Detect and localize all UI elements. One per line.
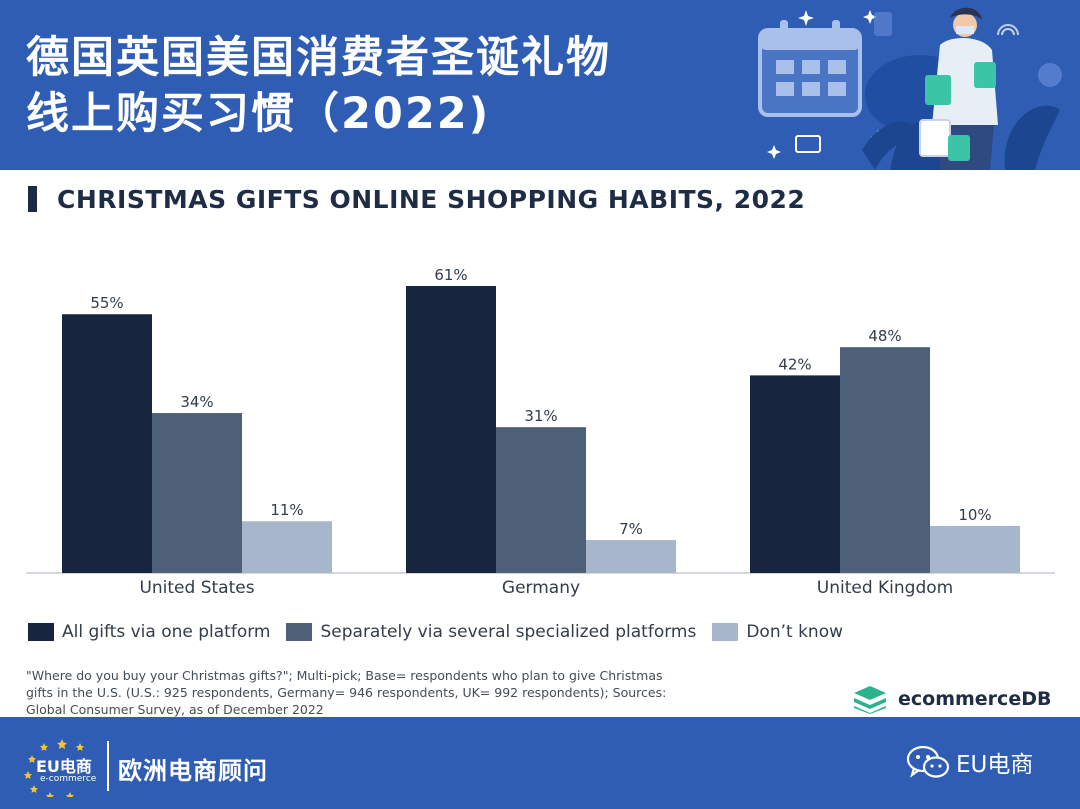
- bar-united-states-series-3: [242, 521, 332, 573]
- bar-united-kingdom-series-3: [930, 525, 1020, 573]
- chart-title: CHRISTMAS GIFTS ONLINE SHOPPING HABITS, …: [57, 184, 806, 214]
- legend-swatch-one-platform: [28, 623, 54, 641]
- legend-item-one-platform: All gifts via one platform: [28, 622, 270, 642]
- data-label-united-states-series-1: 55%: [90, 294, 123, 312]
- footer-brand-main: EU电商: [36, 757, 92, 776]
- category-label-united-states: United States: [139, 578, 254, 598]
- data-label-united-kingdom-series-1: 42%: [778, 355, 811, 373]
- legend-swatch-dont-know: [712, 623, 739, 641]
- bar-united-states-series-1: [62, 314, 152, 573]
- data-label-united-states-series-2: 34%: [180, 393, 213, 411]
- data-label-united-states-series-3: 11%: [270, 501, 303, 519]
- chart-title-block: CHRISTMAS GIFTS ONLINE SHOPPING HABITS, …: [28, 183, 805, 215]
- legend-item-several-platforms: Separately via several specialized platf…: [286, 622, 696, 642]
- chart-legend: All gifts via one platform Separately vi…: [28, 622, 859, 642]
- legend-item-dont-know: Don’t know: [712, 622, 843, 642]
- eu-stars-icon: [24, 739, 84, 797]
- ecommercedb-logo-text: ecommerceDB: [898, 688, 1052, 710]
- footer-bar: EU电商 e-commerce 欧洲电商顾问 EU电商: [0, 717, 1080, 809]
- data-label-germany-series-1: 61%: [434, 266, 467, 284]
- footer-name: 欧洲电商顾问: [118, 757, 268, 785]
- banner-title: 德国英国美国消费者圣诞礼物 线上购买习惯（2022): [26, 30, 746, 142]
- data-label-united-kingdom-series-3: 10%: [958, 506, 991, 524]
- header-banner: 德国英国美国消费者圣诞礼物 线上购买习惯（2022): [0, 0, 1080, 170]
- bar-germany-series-3: [586, 540, 676, 573]
- legend-swatch-several-platforms: [286, 623, 313, 641]
- ecommercedb-logo: ecommerceDB: [852, 684, 1051, 714]
- footer-divider: [107, 741, 109, 791]
- legend-label-one-platform: All gifts via one platform: [62, 622, 271, 642]
- wechat-icon: [906, 745, 950, 778]
- calendar-icon: [758, 20, 862, 117]
- source-note-line1: "Where do you buy your Christmas gifts?"…: [26, 668, 663, 683]
- footer-wechat: EU电商: [906, 745, 1033, 779]
- bar-chart: 55% 34% 11% United States 61% 31% 7% Germany 42%…: [26, 266, 1055, 598]
- title-accent-bar: [28, 186, 37, 212]
- footer-brand-sub: e-commerce: [40, 774, 97, 784]
- source-note: "Where do you buy your Christmas gifts?"…: [26, 667, 816, 718]
- source-note-line2: gifts in the U.S. (U.S.: 925 respondents…: [26, 685, 667, 700]
- banner-title-line2: 线上购买习惯（2022): [26, 89, 491, 139]
- data-label-germany-series-2: 31%: [524, 407, 557, 425]
- data-label-united-kingdom-series-2: 48%: [868, 327, 901, 345]
- ecommercedb-logo-icon: [854, 686, 886, 714]
- footer-wechat-label: EU电商: [956, 752, 1034, 778]
- bar-united-states-series-2: [152, 413, 242, 573]
- legend-label-dont-know: Don’t know: [746, 622, 844, 642]
- source-note-line3: Global Consumer Survey, as of December 2…: [26, 702, 324, 717]
- bar-united-kingdom-series-1: [750, 375, 840, 573]
- shopping-illustration-icon: [758, 7, 1062, 170]
- legend-label-several-platforms: Separately via several specialized platf…: [320, 622, 697, 642]
- data-label-germany-series-3: 7%: [619, 520, 643, 538]
- category-label-united-kingdom: United Kingdom: [817, 578, 953, 598]
- bar-germany-series-1: [406, 286, 496, 573]
- banner-title-line1: 德国英国美国消费者圣诞礼物: [26, 33, 611, 83]
- eu-ecommerce-emblem: EU电商 e-commerce: [20, 737, 104, 797]
- category-label-germany: Germany: [502, 578, 580, 598]
- bar-united-kingdom-series-2: [840, 347, 930, 573]
- bar-germany-series-2: [496, 427, 586, 573]
